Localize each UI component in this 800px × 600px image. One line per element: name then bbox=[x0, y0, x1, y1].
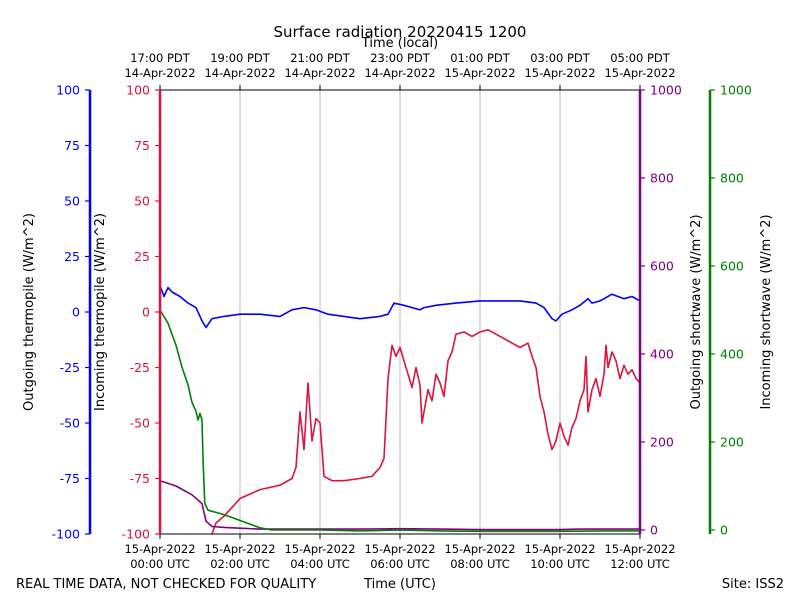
top-tick-label: 15-Apr-2022 bbox=[444, 66, 515, 80]
bottom-tick-label: 15-Apr-2022 bbox=[604, 542, 675, 556]
axis-tick-label-outgoing_thermopile: 50 bbox=[64, 194, 80, 209]
bottom-tick-label: 15-Apr-2022 bbox=[124, 542, 195, 556]
bottom-tick-label: 12:00 UTC bbox=[610, 557, 670, 571]
axis-tick-label-incoming_shortwave: 200 bbox=[720, 435, 744, 450]
axis-tick-label-incoming_shortwave: 600 bbox=[720, 259, 744, 274]
top-tick-label: 17:00 PDT bbox=[130, 51, 191, 65]
bottom-axis-label: Time (UTC) bbox=[363, 577, 436, 592]
axis-tick-label-outgoing_thermopile: 25 bbox=[64, 249, 80, 264]
bottom-tick-label: 04:00 UTC bbox=[290, 557, 350, 571]
top-tick-label: 15-Apr-2022 bbox=[524, 66, 595, 80]
axis-tick-label-outgoing_thermopile: -25 bbox=[60, 360, 80, 375]
top-tick-label: 23:00 PDT bbox=[370, 51, 431, 65]
axis-tick-label-incoming_shortwave: 800 bbox=[720, 171, 744, 186]
footer-site: Site: ISS2 bbox=[722, 577, 784, 592]
series-outgoing_shortwave-line bbox=[159, 479, 640, 531]
top-tick-label: 15-Apr-2022 bbox=[604, 66, 675, 80]
axis-tick-label-outgoing_thermopile: -100 bbox=[52, 527, 80, 542]
series-outgoing_thermopile-line bbox=[159, 285, 641, 329]
bottom-tick-label: 08:00 UTC bbox=[450, 557, 510, 571]
top-tick-label: 19:00 PDT bbox=[210, 51, 271, 65]
axis-tick-label-outgoing_thermopile: -75 bbox=[60, 471, 80, 486]
axis-tick-label-incoming_shortwave: 0 bbox=[720, 523, 728, 538]
axis-tick-label-incoming_shortwave: 400 bbox=[720, 347, 744, 362]
bottom-tick-label: 10:00 UTC bbox=[530, 557, 590, 571]
y-label-outgoing-shortwave: Outgoing shortwave (W/m^2) bbox=[689, 214, 704, 409]
top-tick-label: 14-Apr-2022 bbox=[364, 66, 435, 80]
axis-tick-label-incoming_thermopile: -25 bbox=[130, 360, 150, 375]
axis-tick-label-incoming_thermopile: 100 bbox=[126, 83, 150, 98]
axis-tick-label-incoming_shortwave: 1000 bbox=[720, 83, 752, 98]
axis-tick-label-incoming_thermopile: -50 bbox=[130, 416, 150, 431]
series-incoming_thermopile-line bbox=[211, 329, 641, 535]
axis-tick-label-outgoing_shortwave: 1000 bbox=[650, 83, 682, 98]
y-label-outgoing-thermopile: Outgoing thermopile (W/m^2) bbox=[22, 213, 37, 411]
bottom-tick-label: 15-Apr-2022 bbox=[204, 542, 275, 556]
bottom-tick-label: 02:00 UTC bbox=[210, 557, 270, 571]
top-tick-label: 03:00 PDT bbox=[530, 51, 591, 65]
axis-tick-label-incoming_thermopile: -75 bbox=[130, 471, 150, 486]
axis-tick-label-incoming_thermopile: 0 bbox=[142, 305, 150, 320]
bottom-tick-label: 00:00 UTC bbox=[130, 557, 190, 571]
top-tick-label: 14-Apr-2022 bbox=[204, 66, 275, 80]
series-incoming_shortwave-line bbox=[159, 309, 640, 533]
axis-tick-label-outgoing_thermopile: 75 bbox=[64, 138, 80, 153]
axis-tick-label-outgoing_thermopile: -50 bbox=[60, 416, 80, 431]
axis-tick-label-outgoing_shortwave: 0 bbox=[650, 523, 658, 538]
bottom-tick-label: 15-Apr-2022 bbox=[364, 542, 435, 556]
chart-title: Surface radiation 20220415 1200 bbox=[274, 23, 527, 41]
axis-tick-label-outgoing_shortwave: 400 bbox=[650, 347, 674, 362]
axis-tick-label-incoming_thermopile: -100 bbox=[122, 527, 150, 542]
axis-tick-label-outgoing_shortwave: 800 bbox=[650, 171, 674, 186]
y-label-incoming-thermopile: Incoming thermopile (W/m^2) bbox=[93, 213, 108, 411]
bottom-tick-label: 06:00 UTC bbox=[370, 557, 430, 571]
axis-tick-label-outgoing_shortwave: 200 bbox=[650, 435, 674, 450]
axis-tick-label-outgoing_thermopile: 0 bbox=[72, 305, 80, 320]
axis-tick-label-incoming_thermopile: 50 bbox=[134, 194, 150, 209]
y-label-incoming-shortwave: Incoming shortwave (W/m^2) bbox=[759, 214, 774, 409]
top-tick-label: 14-Apr-2022 bbox=[284, 66, 355, 80]
bottom-tick-label: 15-Apr-2022 bbox=[284, 542, 355, 556]
top-tick-label: 21:00 PDT bbox=[290, 51, 351, 65]
top-tick-label: 14-Apr-2022 bbox=[124, 66, 195, 80]
axis-tick-label-incoming_thermopile: 25 bbox=[134, 249, 150, 264]
top-tick-label: 01:00 PDT bbox=[450, 51, 511, 65]
axis-tick-label-outgoing_thermopile: 100 bbox=[56, 83, 80, 98]
bottom-tick-label: 15-Apr-2022 bbox=[444, 542, 515, 556]
footer-quality-note: REAL TIME DATA, NOT CHECKED FOR QUALITY bbox=[16, 577, 316, 592]
top-tick-label: 05:00 PDT bbox=[610, 51, 671, 65]
bottom-tick-label: 15-Apr-2022 bbox=[524, 542, 595, 556]
axis-tick-label-incoming_thermopile: 75 bbox=[134, 138, 150, 153]
axis-tick-label-outgoing_shortwave: 600 bbox=[650, 259, 674, 274]
top-axis-label: Time (local) bbox=[361, 36, 438, 51]
